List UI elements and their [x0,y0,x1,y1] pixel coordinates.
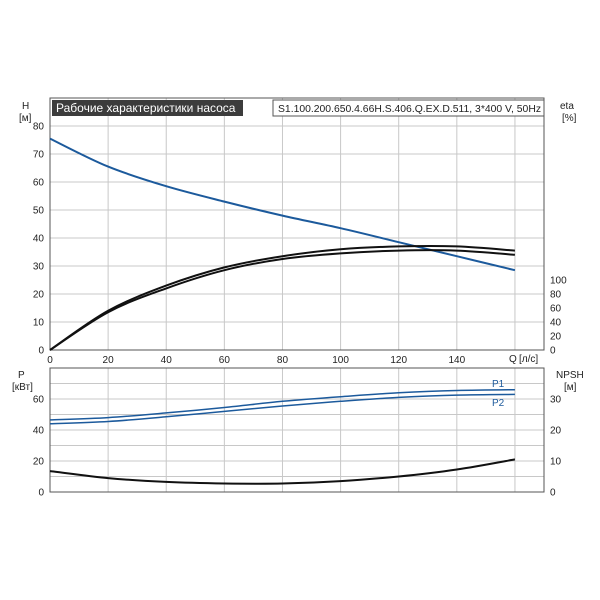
y-right-tick-label: 10 [550,457,562,468]
y-left-tick-label: 60 [33,395,45,406]
y-right-tick-label: 0 [550,346,556,357]
series-line-p1 [49,388,515,421]
y-right-tick-label: 60 [550,304,562,315]
x-tick-label: 80 [277,355,289,366]
y-left-tick-label: 0 [38,488,44,499]
y-right-tick-label: 20 [550,332,562,343]
title-background [52,100,243,116]
y-right-tick-label: 40 [550,318,562,329]
y-left-label-bottom: P [18,370,25,381]
y-right-tick-label: 0 [550,488,556,499]
chart-title: Рабочие характеристики насоса [56,101,236,115]
y-left-tick-label: 40 [33,234,45,245]
power-npsh-plot: 0 20 40 60 0 10 20 30 [33,367,562,499]
top-series [49,137,516,351]
y-left-tick-label: 10 [33,318,45,329]
y-left-tick-label: 20 [33,457,45,468]
model-box [272,99,545,117]
y-right-tick-label: 100 [550,276,567,287]
y-right-unit-bottom: [м] [564,382,577,393]
y-left-tick-label: 30 [33,262,45,273]
series-line-p2 [49,393,515,425]
legend-p2: P2 [492,398,505,409]
x-tick-label: 120 [390,355,407,366]
series-line-2 [49,249,515,351]
x-axis-label: Q [509,354,517,365]
series-line-0 [49,137,516,272]
y-right-label-top: eta [560,101,574,112]
x-tick-label: 140 [448,355,465,366]
y-left-tick-label: 70 [33,150,45,161]
y-left-tick-label: 40 [33,426,45,437]
y-right-unit-top: [%] [562,113,577,124]
y-left-tick-label: 20 [33,290,45,301]
y-left-unit-top: [м] [19,113,32,124]
x-axis-unit: [л/с] [519,354,538,365]
x-tick-label: 100 [332,355,349,366]
y-left-tick-label: 50 [33,206,45,217]
top-grid [49,98,544,351]
bottom-tick-labels: 0 20 40 60 0 10 20 30 [33,395,562,499]
y-left-label-top: H [22,101,29,112]
y-left-tick-label: 0 [38,346,44,357]
y-right-tick-label: 30 [550,395,562,406]
top-tick-labels: 0 10 20 30 40 50 60 70 80 0 20 40 60 80 100 120 140 0 20 40… [33,122,567,367]
series-line-2 [49,458,516,485]
y-left-unit-bottom: [кВт] [12,382,33,393]
head-efficiency-plot: 0 10 20 30 40 50 60 70 80 0 20 40 60 80 100 120 140 0 20 40… [33,97,567,367]
y-left-tick-label: 80 [33,122,45,133]
y-right-tick-label: 20 [550,426,562,437]
bottom-grid [49,368,544,493]
y-left-tick-label: 60 [33,178,45,189]
top-plot-frame [49,97,545,351]
x-tick-label: 0 [47,355,53,366]
bottom-series [49,388,516,485]
bottom-plot-frame [49,367,545,493]
model-label: S1.100.200.650.4.66H.S.406.Q.EX.D.511, 3… [278,104,541,115]
y-right-label-bottom: NPSH [556,370,584,381]
x-tick-label: 40 [161,355,173,366]
y-right-tick-label: 80 [550,290,562,301]
legend-p1: P1 [492,379,505,390]
series-line-1 [49,244,515,351]
x-tick-label: 60 [219,355,231,366]
x-tick-label: 20 [103,355,115,366]
